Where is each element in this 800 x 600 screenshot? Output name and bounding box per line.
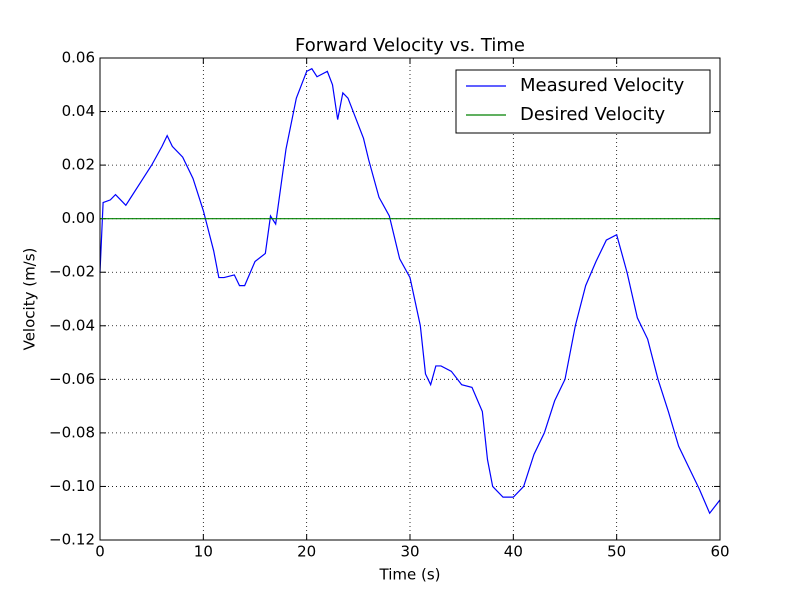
y-tick-label: −0.06: [49, 370, 95, 388]
y-tick-label: 0.04: [62, 102, 95, 120]
y-tick-label: −0.12: [49, 531, 95, 549]
x-tick-label: 50: [607, 543, 626, 561]
y-tick-label: −0.08: [49, 423, 95, 441]
y-tick-label: −0.02: [49, 263, 95, 281]
legend-label: Measured Velocity: [520, 75, 685, 96]
x-tick-label: 20: [297, 543, 316, 561]
x-tick-label: 60: [710, 543, 729, 561]
x-axis-label: Time (s): [379, 566, 441, 584]
x-tick-label: 0: [95, 543, 105, 561]
y-tick-label: −0.04: [49, 316, 95, 334]
x-tick-label: 40: [504, 543, 523, 561]
y-tick-label: 0.06: [62, 49, 95, 67]
x-tick-label: 30: [400, 543, 419, 561]
y-tick-label: 0.00: [62, 209, 95, 227]
plot-frame: [99, 57, 721, 541]
y-tick-label: 0.02: [62, 156, 95, 174]
legend-box: [455, 69, 711, 134]
data-line: [99, 67, 721, 515]
legend-label: Desired Velocity: [520, 104, 665, 125]
x-tick-label: 10: [194, 543, 213, 561]
y-axis-label: Velocity (m/s): [21, 248, 39, 351]
chart-title: Forward Velocity vs. Time: [295, 35, 525, 56]
y-tick-label: −0.10: [49, 477, 95, 495]
